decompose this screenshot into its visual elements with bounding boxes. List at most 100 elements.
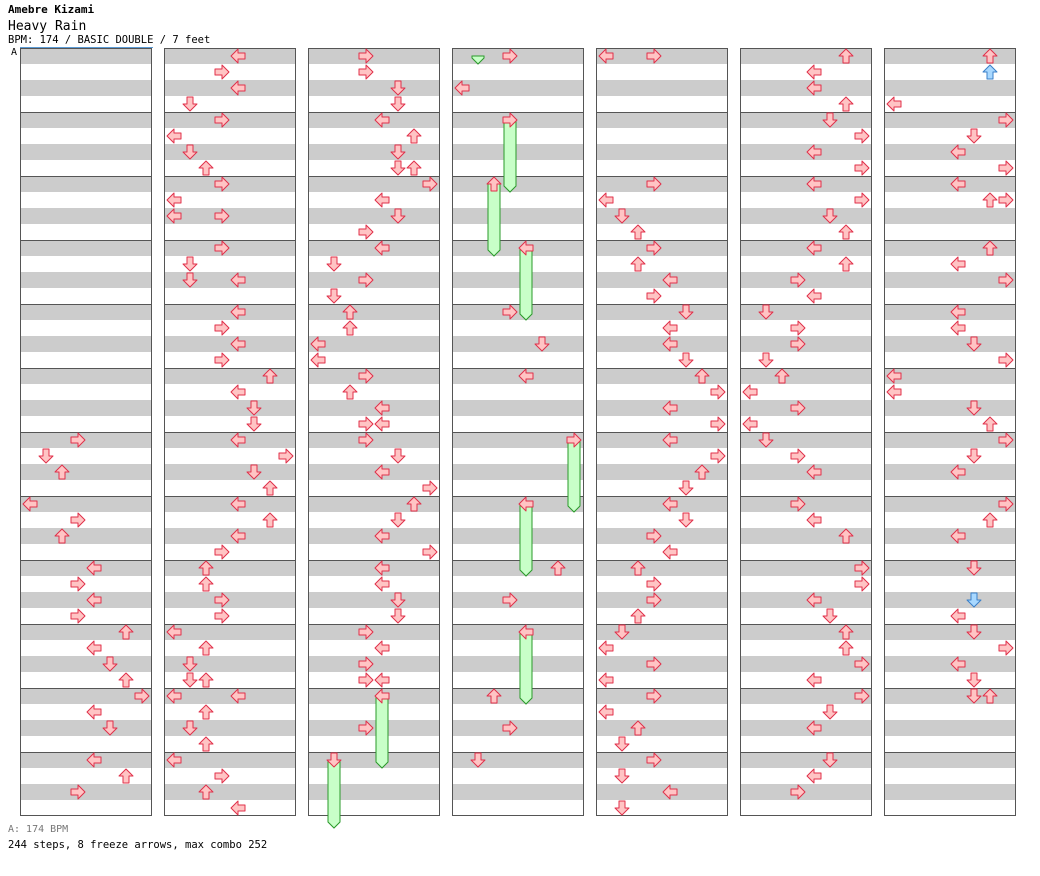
beat-stripe — [164, 432, 296, 448]
left-arrow-icon — [86, 560, 102, 576]
up-arrow-icon — [198, 560, 214, 576]
beat-stripe — [884, 304, 1016, 320]
left-arrow-icon — [86, 640, 102, 656]
right-arrow-icon — [646, 240, 662, 256]
left-arrow-icon — [86, 752, 102, 768]
beat-stripe — [740, 688, 872, 704]
left-arrow-icon — [886, 96, 902, 112]
beat-stripe — [20, 336, 152, 352]
right-arrow-icon — [214, 208, 230, 224]
left-arrow-icon — [86, 704, 102, 720]
up-arrow-icon — [838, 96, 854, 112]
beat-stripe — [308, 400, 440, 416]
left-arrow-icon — [662, 320, 678, 336]
beat-stripe — [164, 240, 296, 256]
down-arrow-icon — [822, 208, 838, 224]
left-arrow-icon — [950, 256, 966, 272]
left-arrow-icon — [662, 784, 678, 800]
beat-stripe — [740, 656, 872, 672]
down-arrow-icon — [678, 304, 694, 320]
beat-stripe — [164, 144, 296, 160]
beat-stripe — [596, 400, 728, 416]
beat-stripe — [308, 272, 440, 288]
right-arrow-icon — [646, 288, 662, 304]
right-arrow-icon — [646, 176, 662, 192]
left-arrow-icon — [662, 544, 678, 560]
left-arrow-icon — [518, 624, 534, 640]
down-arrow-icon — [246, 400, 262, 416]
right-arrow-icon — [998, 272, 1014, 288]
beat-stripe — [596, 240, 728, 256]
beat-stripe — [20, 464, 152, 480]
down-arrow-icon — [678, 352, 694, 368]
down-arrow-icon — [246, 416, 262, 432]
beat-stripe — [884, 144, 1016, 160]
beat-stripe — [164, 112, 296, 128]
right-arrow-icon — [998, 432, 1014, 448]
beat-stripe — [884, 368, 1016, 384]
beat-stripe — [308, 112, 440, 128]
beat-stripe — [596, 688, 728, 704]
beat-stripe — [452, 176, 584, 192]
right-arrow-icon — [790, 784, 806, 800]
left-arrow-icon — [886, 384, 902, 400]
beat-stripe — [20, 304, 152, 320]
beat-stripe — [884, 560, 1016, 576]
beat-stripe — [452, 752, 584, 768]
up-arrow-icon — [982, 416, 998, 432]
left-arrow-icon — [374, 464, 390, 480]
beat-stripe — [884, 688, 1016, 704]
beat-stripe — [596, 496, 728, 512]
up-arrow-icon — [198, 576, 214, 592]
left-arrow-icon — [950, 464, 966, 480]
left-arrow-icon — [374, 576, 390, 592]
up-arrow-icon — [694, 464, 710, 480]
right-arrow-icon — [998, 496, 1014, 512]
down-arrow-icon — [822, 704, 838, 720]
down-arrow-icon — [182, 256, 198, 272]
down-arrow-icon — [614, 736, 630, 752]
beat-stripe — [884, 432, 1016, 448]
down-arrow-icon — [182, 96, 198, 112]
beat-stripe — [164, 400, 296, 416]
left-arrow-icon — [806, 176, 822, 192]
beat-stripe — [164, 688, 296, 704]
left-arrow-icon — [230, 384, 246, 400]
down-arrow-icon — [38, 448, 54, 464]
right-arrow-icon — [214, 592, 230, 608]
beat-stripe — [452, 368, 584, 384]
right-arrow-icon — [358, 656, 374, 672]
freeze-arrow — [327, 759, 341, 829]
left-arrow-icon — [662, 400, 678, 416]
beat-stripe — [740, 752, 872, 768]
chart-column — [884, 48, 1016, 816]
right-arrow-icon — [854, 560, 870, 576]
left-arrow-icon — [950, 144, 966, 160]
right-arrow-icon — [710, 448, 726, 464]
beat-stripe — [596, 560, 728, 576]
left-arrow-icon — [806, 592, 822, 608]
right-arrow-icon — [358, 272, 374, 288]
right-arrow-icon — [710, 416, 726, 432]
beat-stripe — [596, 272, 728, 288]
chart-column — [452, 48, 584, 816]
up-arrow-icon — [486, 688, 502, 704]
left-arrow-icon — [598, 192, 614, 208]
left-arrow-icon — [22, 496, 38, 512]
beat-stripe — [20, 784, 152, 800]
up-arrow-icon — [406, 128, 422, 144]
beat-stripe — [740, 784, 872, 800]
beat-stripe — [164, 336, 296, 352]
column-border — [20, 48, 152, 816]
beat-stripe — [596, 144, 728, 160]
beat-stripe — [596, 592, 728, 608]
beat-stripe — [740, 336, 872, 352]
up-arrow-icon — [54, 528, 70, 544]
up-arrow-icon — [982, 192, 998, 208]
up-arrow-icon — [198, 704, 214, 720]
left-arrow-icon — [374, 416, 390, 432]
left-arrow-icon — [230, 688, 246, 704]
down-arrow-icon — [182, 272, 198, 288]
beat-stripe — [740, 304, 872, 320]
column-border — [596, 48, 728, 816]
